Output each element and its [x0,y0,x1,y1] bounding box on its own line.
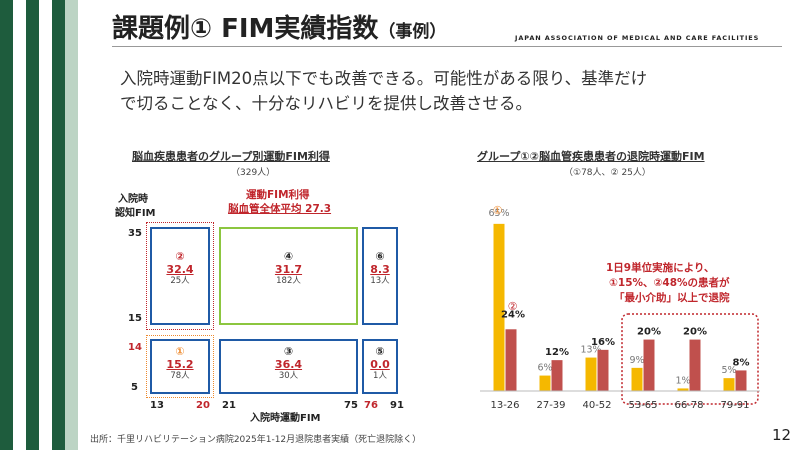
x-category-label: 66-78 [674,400,703,411]
x-tick: 20 [196,400,210,411]
bar-series-1-13-26 [493,223,505,391]
series-2-marker: ② [508,300,518,313]
x-category-label: 13-26 [490,400,519,411]
header-divider [112,46,782,47]
x-axis-label: 入院時運動FIM [250,413,321,424]
x-tick: 91 [390,400,404,411]
group-6-box [362,227,398,325]
group-id: ② [175,250,185,263]
x-category-label: 40-52 [582,400,611,411]
group-people: 30人 [278,371,299,381]
bar-value-label: 20% [683,327,707,338]
group-2-cell: ② 32.4 25人 [150,250,210,287]
bar-series-2-40-52 [597,349,609,391]
group-1-highlight-frame [146,335,214,398]
group-id: ③ [283,345,294,358]
bar-series-1-79-91 [723,378,735,391]
bar-value-label: 16% [591,337,615,348]
group-6-cell: ⑥ 8.3 13人 [362,250,398,287]
left-chart-title: 脳血疾患患者のグループ別運動FIM利得 [132,150,330,163]
right-chart-title: グループ①②脳血管疾患患者の退院時運動FIM [477,150,705,163]
group-2-highlight-frame [146,222,214,330]
bar-value-label: 6% [537,363,552,374]
bar-series-2-79-91 [735,370,747,391]
series-1-marker: ① [493,204,503,217]
group-people: 182人 [276,276,301,286]
group-value: 0.0 [370,358,390,371]
bar-value-label: 13% [580,345,601,356]
bar-value-label: 8% [733,357,750,368]
bar-series-1-53-65 [631,367,643,391]
group-id: ⑥ [375,250,385,263]
y-axis-label-line2: 認知FIM [115,208,156,219]
bar-value-label: 5% [721,365,736,376]
slide-title: 課題例① FIM実績指数（事例） [112,8,446,45]
x-category-label: 79-91 [720,400,749,411]
group-4-cell: ④ 31.7 182人 [219,250,358,287]
group-value: 31.7 [274,263,303,276]
x-tick: 13 [150,400,164,411]
x-tick: 21 [222,400,236,411]
group-value: 32.4 [166,263,194,276]
average-label-line2: 脳血管全体平均 27.3 [228,203,332,215]
group-id: ④ [283,250,294,263]
group-3-cell: ③ 36.4 30人 [219,345,358,382]
group-people: 13人 [370,276,390,286]
group-people: 78人 [170,371,190,381]
group-people: 25人 [170,276,190,286]
bar-series-2-66-78 [689,339,701,391]
group-id: ① [175,345,185,358]
bar-series-1-27-39 [539,375,551,391]
association-logo-text: JAPAN ASSOCIATION OF MEDICAL AND CARE FA… [515,34,760,42]
right-chart-subtitle: （①78人、② 25人） [564,168,651,178]
y-tick: 35 [128,228,142,239]
bar-series-1-66-78 [677,388,689,391]
slide-title-main: 課題例① FIM実績指数 [112,14,379,44]
lead-line-1: 入院時運動FIM20点以下でも改善できる。可能性がある限り、基準だけ [120,69,648,88]
bar-value-label: 1% [675,375,690,386]
bar-value-label: 12% [545,347,569,358]
bar-value-label: 24% [501,309,525,320]
group-2-box [150,227,210,325]
bar-series-2-27-39 [551,360,563,391]
y-axis-label-line1: 入院時 [118,194,148,205]
bar-series-1-40-52 [585,357,597,391]
group-1-box [150,339,210,394]
group-1-cell: ① 15.2 78人 [150,345,210,382]
bar-value-label: 65% [488,208,509,219]
group-id: ⑤ [375,345,385,358]
annotation-line-2: ①15%、②48%の患者が [609,277,730,289]
y-tick: 15 [128,313,142,324]
bar-series-2-13-26 [505,329,517,391]
group-value: 8.3 [370,263,390,276]
highlight-frame [621,313,759,405]
bar-value-label: 9% [629,355,644,366]
annotation-line-1: 1日9単位実施により、 [606,262,715,274]
x-category-label: 27-39 [536,400,565,411]
lead-text: 入院時運動FIM20点以下でも改善できる。可能性がある限り、基準だけ で切ること… [120,66,780,116]
discharge-fim-bar-chart: 65% 24% 13-26 6% 12% 27-39 13%16% 40-52 9% 20% 53-… [480,204,760,411]
group-5-box [362,339,398,394]
bar-series-2-53-65 [643,339,655,391]
x-tick: 76 [364,400,378,411]
x-category-label: 53-65 [628,400,657,411]
annotation-line-3: 「最小介助」以上で退院 [614,292,730,304]
y-tick: 14 [128,342,142,353]
group-value: 36.4 [274,358,303,371]
bar-value-label: 20% [637,327,661,338]
group-people: 1人 [373,371,387,381]
page-number: 12 [772,426,792,444]
y-tick: 5 [131,382,138,393]
group-5-cell: ⑤ 0.0 1人 [362,345,398,382]
decorative-sidebar [0,0,78,450]
group-4-box [219,227,358,325]
source-footnote: 出所：千里リハビリテーション病院2025年1-12月退院患者実績（死亡退院除く） [90,435,422,445]
average-label-line1: 運動FIM利得 [246,189,310,201]
slide-title-suffix: （事例） [378,22,447,42]
group-3-box [219,339,358,394]
left-chart-subtitle: （329人） [231,168,276,178]
x-tick: 75 [344,400,358,411]
lead-line-2: で切ることなく、十分なリハビリを提供し改善させる。 [120,94,533,113]
group-value: 15.2 [166,358,194,371]
